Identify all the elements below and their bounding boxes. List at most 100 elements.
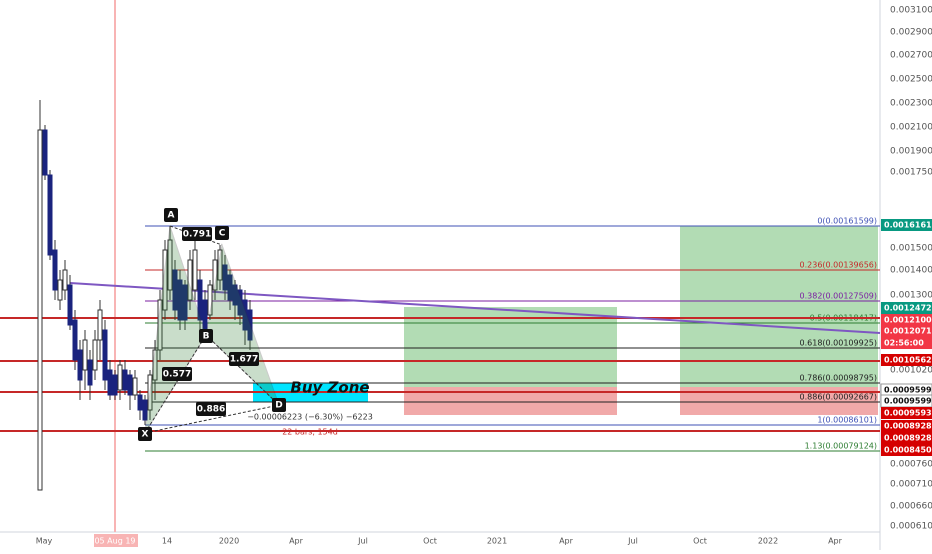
candle-body (157, 299, 163, 351)
candle-body (92, 339, 98, 371)
price-label: 0.00102000 (890, 366, 932, 376)
candle-body (122, 369, 128, 391)
candle-body (167, 239, 173, 291)
price-tag (881, 314, 932, 326)
price-tag (881, 432, 932, 444)
fib-label: 1(0.00086101) (817, 416, 877, 425)
price-tag-label: 0.00121000 (884, 316, 932, 325)
price-tag (881, 420, 932, 432)
candle-body (132, 377, 138, 396)
candle-body (207, 284, 213, 316)
price-label: 0.00250000 (890, 75, 932, 85)
price-label: 0.00230000 (890, 99, 932, 109)
candle-body (142, 399, 148, 421)
pattern-point-label: D (275, 401, 282, 411)
price-tag-label: 0.00089280 (884, 422, 932, 431)
candle-body (242, 299, 248, 331)
pattern-point-badge (164, 208, 178, 222)
price-tag-label: 0.00105621 (884, 356, 932, 365)
time-label: 14 (162, 537, 172, 546)
measure-change: −0.00006223 (−6.30%) −6223 (247, 413, 373, 422)
time-label: Jul (627, 537, 638, 546)
candle-body (187, 259, 193, 301)
ratio-label: 0.577 (163, 370, 191, 380)
price-tag-label: 0.00089280 (884, 434, 932, 443)
fib-label: 0.382(0.00127509) (800, 292, 878, 301)
candle-body (217, 249, 223, 281)
support-lines (0, 317, 880, 432)
candle-body (37, 129, 43, 491)
time-label: Oct (693, 537, 707, 546)
price-label: 0.00150000 (890, 244, 932, 254)
price-label: 0.00290000 (890, 28, 932, 38)
buy-zone-label: Buy Zone (290, 379, 369, 397)
candle-body (162, 249, 168, 311)
price-tag (881, 325, 932, 337)
profit-zone (404, 307, 617, 387)
ratio-badge (229, 352, 259, 366)
pattern-point-badge (138, 427, 152, 441)
pattern-point-badge (215, 226, 229, 240)
date-marker-tag (94, 534, 138, 547)
pattern-point-badge (199, 329, 213, 343)
price-label: 0.00210000 (890, 123, 932, 133)
price-tag-label: 0.00095939 (884, 409, 932, 418)
time-label: Apr (559, 537, 574, 546)
price-tag (881, 337, 932, 349)
price-tag (881, 354, 932, 366)
price-tag-label: 0.00095993 (884, 397, 932, 406)
fib-label: 0.618(0.00109925) (800, 339, 878, 348)
candle-body (82, 339, 88, 371)
pattern-ratio-line (144, 404, 280, 434)
candle-body (192, 249, 198, 291)
time-label: Apr (289, 537, 304, 546)
fib-label: 1.13(0.00079124) (805, 442, 877, 451)
candle-body (172, 269, 178, 311)
candle-body (87, 359, 93, 386)
price-label: 0.00076000 (890, 460, 932, 470)
candle-body (42, 129, 48, 176)
pattern-point-badge (272, 398, 286, 412)
price-label: 0.00310000 (890, 6, 932, 16)
time-label: May (36, 537, 53, 546)
candle-body (227, 274, 233, 301)
price-tag (881, 219, 932, 231)
ratio-label: 0.791 (183, 230, 211, 240)
measure-span: 22 bars, 154d (282, 428, 338, 437)
candle-body (247, 309, 253, 341)
price-tag-label: 0.00084503 (884, 446, 932, 455)
candle-body (152, 349, 158, 381)
price-tag-label: 0.00120717 (884, 327, 932, 336)
candle-body (97, 309, 103, 341)
price-tag-label: 02:56:00 (884, 339, 924, 348)
candle-body (57, 279, 63, 301)
candle-body (177, 279, 183, 321)
price-label: 0.00140000 (890, 266, 932, 276)
candle-body (67, 284, 73, 326)
candle-body (182, 284, 188, 321)
price-tag-label: 0.00161615 (884, 221, 932, 230)
candle-body (62, 269, 68, 291)
ratio-badge (162, 367, 192, 381)
pattern-point-label: C (219, 229, 226, 239)
time-label: 2021 (487, 537, 507, 546)
time-label: Oct (423, 537, 437, 546)
time-label: 2020 (219, 537, 239, 546)
candle-body (212, 259, 218, 291)
candle-body (102, 329, 108, 381)
price-label: 0.00175000 (890, 168, 932, 178)
candle-body (107, 369, 113, 396)
price-label: 0.00270000 (890, 51, 932, 61)
price-label: 0.00071000 (890, 480, 932, 490)
ratio-label: 1.677 (230, 355, 258, 365)
pattern-point-label: A (168, 211, 175, 221)
pattern-point-label: X (142, 430, 149, 440)
price-label: 0.00190000 (890, 147, 932, 157)
fib-label: 0.886(0.00092667) (800, 393, 878, 402)
candle-body (112, 374, 118, 396)
price-tag (881, 407, 932, 419)
price-label: 0.00061000 (890, 522, 932, 532)
time-label: Jul (357, 537, 368, 546)
price-tag (881, 302, 932, 314)
